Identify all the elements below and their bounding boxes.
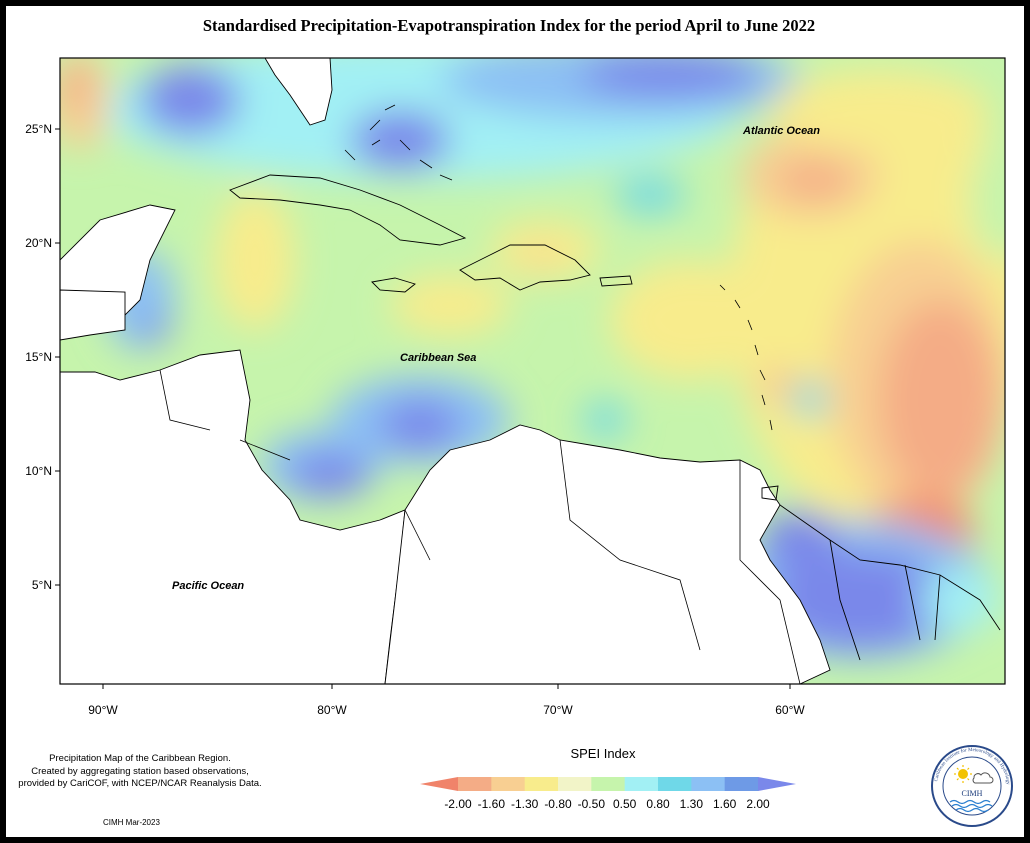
label-pacific-ocean: Pacific Ocean <box>172 580 244 592</box>
guianas-borders <box>779 504 1001 661</box>
map-title: Standardised Precipitation-Evapotranspir… <box>202 16 816 35</box>
spei-map: Atlantic Ocean Caribbean Sea Pacific Oce… <box>25 57 1006 717</box>
wave-icon <box>949 799 993 813</box>
lon-tick-label: 60°W <box>775 703 805 717</box>
label-caribbean-sea: Caribbean Sea <box>400 352 476 364</box>
cimh-logo: CIMH Caribbean Institute for Meteorology… <box>931 745 1013 827</box>
note-line: provided by CariCOF, with NCEP/NCAR Rean… <box>18 778 262 789</box>
logo-name: CIMH <box>962 789 983 798</box>
mexico-land <box>60 289 126 341</box>
country-borders <box>159 369 801 684</box>
florida-land <box>264 58 333 126</box>
lon-tick-label: 90°W <box>88 703 118 717</box>
note-line: Precipitation Map of the Caribbean Regio… <box>49 753 231 764</box>
lon-tick-label: 70°W <box>543 703 573 717</box>
lat-tick-label: 15°N <box>25 350 52 364</box>
sun-icon <box>954 765 972 783</box>
jamaica-outline <box>371 277 416 293</box>
map-frame <box>59 57 1006 685</box>
lat-tick-label: 5°N <box>32 578 52 592</box>
bahamas-outline <box>344 104 453 181</box>
spei-field <box>60 58 1005 684</box>
label-atlantic-ocean: Atlantic Ocean <box>742 125 820 137</box>
puerto-rico-outline <box>599 275 633 287</box>
lat-axis: 25°N 20°N 15°N 10°N 5°N <box>25 122 60 592</box>
south-america-land <box>384 424 831 684</box>
lat-tick-label: 20°N <box>25 236 52 250</box>
hispaniola-outline <box>459 244 591 291</box>
trinidad-outline <box>761 485 779 501</box>
lat-tick-label: 10°N <box>25 464 52 478</box>
lon-axis: 90°W 80°W 70°W 60°W <box>88 684 805 717</box>
credit-text: CIMH Mar-2023 <box>103 818 160 827</box>
lon-tick-label: 80°W <box>317 703 347 717</box>
note-line: Created by aggregating station based obs… <box>31 765 249 777</box>
cuba-outline <box>229 174 467 246</box>
lat-tick-label: 25°N <box>25 122 52 136</box>
map-description: Precipitation Map of the Caribbean Regio… <box>0 753 280 791</box>
cloud-icon <box>972 772 994 784</box>
lesser-antilles-outline <box>719 284 773 431</box>
legend-title: SPEI Index <box>570 746 636 761</box>
